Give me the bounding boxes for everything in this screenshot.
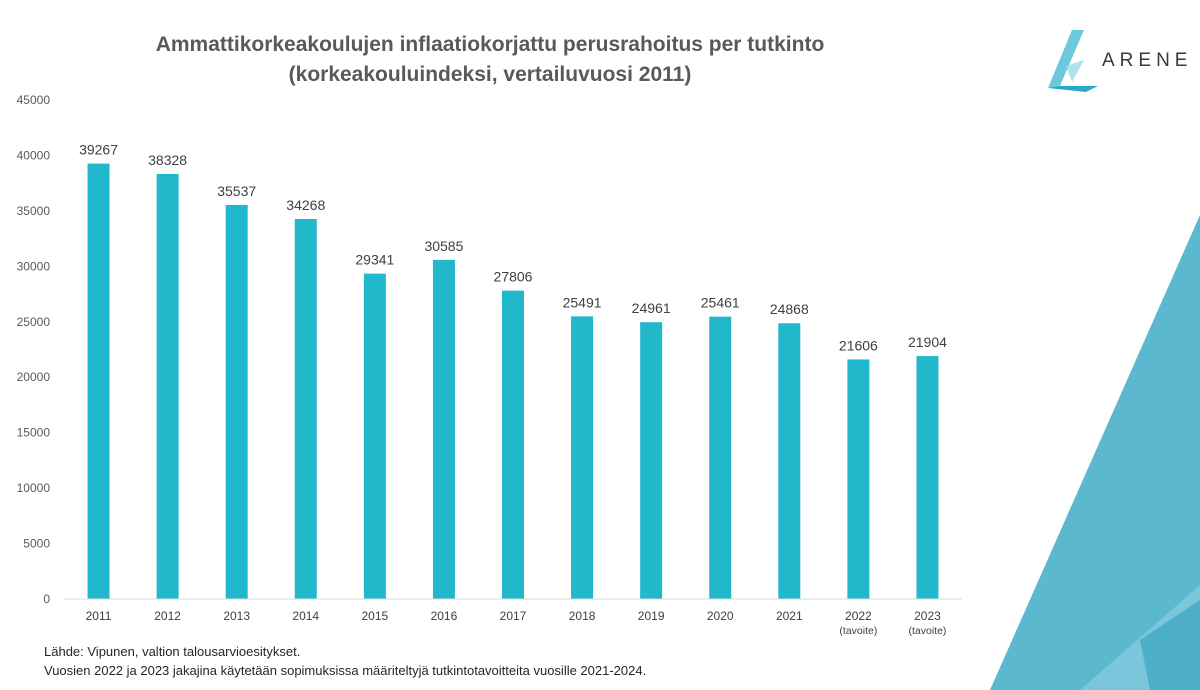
bar (502, 290, 524, 599)
bar (847, 359, 870, 599)
bar-value-label: 39267 (79, 142, 118, 158)
chart-title: Ammattikorkeakoulujen inflaatiokorjattu … (80, 30, 900, 90)
y-tick-label: 5000 (23, 537, 50, 551)
y-tick-label: 40000 (17, 148, 51, 162)
x-tick-sublabel: (tavoite) (908, 625, 946, 637)
x-tick-label: 2023 (914, 609, 941, 623)
deco-triangle-large (990, 215, 1200, 690)
y-axis: 0 5000 10000 15000 20000 25000 30000 35000 40000… (17, 93, 51, 606)
y-tick-label: 30000 (17, 259, 51, 273)
x-tick-label: 2022 (845, 609, 872, 623)
bar-value-label: 24961 (632, 300, 671, 316)
x-tick-label: 2014 (292, 609, 319, 623)
bar-value-label: 24868 (770, 301, 809, 317)
bar (87, 163, 110, 599)
source-notes: Lähde: Vipunen, valtion talousarvioesity… (44, 642, 646, 680)
x-axis: 2011 2012 2013 2014 2015 2016 2017 2018 2019 2020… (86, 609, 947, 637)
x-tick-label: 2020 (707, 609, 734, 623)
bar (640, 322, 663, 599)
arene-logo-text: ARENE (1102, 50, 1193, 71)
methodology-note: Vuosien 2022 ja 2023 jakajina käytetään … (44, 663, 647, 678)
bar-value-label: 35537 (217, 183, 256, 199)
x-tick-label: 2016 (431, 609, 458, 623)
bar-value-label: 21904 (908, 334, 947, 350)
x-tick-label: 2011 (86, 609, 112, 623)
deco-triangle-accent (1140, 600, 1200, 690)
bar-value-label: 29341 (355, 252, 394, 268)
bar-value-label: 25491 (563, 294, 602, 310)
x-tick-label: 2013 (223, 609, 250, 623)
bar-value-label: 30585 (424, 238, 463, 254)
bar (916, 356, 939, 599)
bar (709, 316, 732, 599)
chart-title-line-2: (korkeakouluindeksi, vertailuvuosi 2011) (288, 63, 692, 86)
bar-value-label: 25461 (701, 295, 740, 311)
bar-value-label: 38328 (148, 152, 187, 168)
chart-title-line-1: Ammattikorkeakoulujen inflaatiokorjattu … (155, 33, 825, 56)
x-tick-label: 2015 (361, 609, 388, 623)
bar (363, 273, 386, 599)
x-tick-label: 2021 (776, 609, 803, 623)
y-tick-label: 10000 (17, 481, 51, 495)
y-tick-label: 15000 (17, 426, 51, 440)
x-tick-label: 2012 (154, 609, 181, 623)
bar (778, 323, 801, 599)
x-tick-label: 2017 (500, 609, 527, 623)
y-tick-label: 20000 (17, 370, 51, 384)
x-tick-sublabel: (tavoite) (839, 625, 877, 637)
bar-value-label: 27806 (494, 269, 533, 285)
y-tick-label: 35000 (17, 204, 51, 218)
bar (294, 219, 317, 599)
bar-value-label: 21606 (839, 337, 878, 353)
bar (571, 316, 594, 599)
x-tick-label: 2018 (569, 609, 596, 623)
bar (432, 259, 455, 599)
source-note: Lähde: Vipunen, valtion talousarvioesity… (44, 644, 301, 659)
bar (156, 173, 179, 600)
y-tick-label: 45000 (17, 93, 51, 107)
y-tick-label: 0 (43, 592, 50, 606)
bar-value-label: 34268 (286, 197, 325, 213)
bar-series: 39267 38328 35537 34268 29341 30585 27806 25491… (79, 142, 947, 600)
bar (225, 204, 248, 600)
y-tick-label: 25000 (17, 315, 51, 329)
x-tick-label: 2019 (638, 609, 665, 623)
arene-logo-icon (1048, 30, 1098, 92)
